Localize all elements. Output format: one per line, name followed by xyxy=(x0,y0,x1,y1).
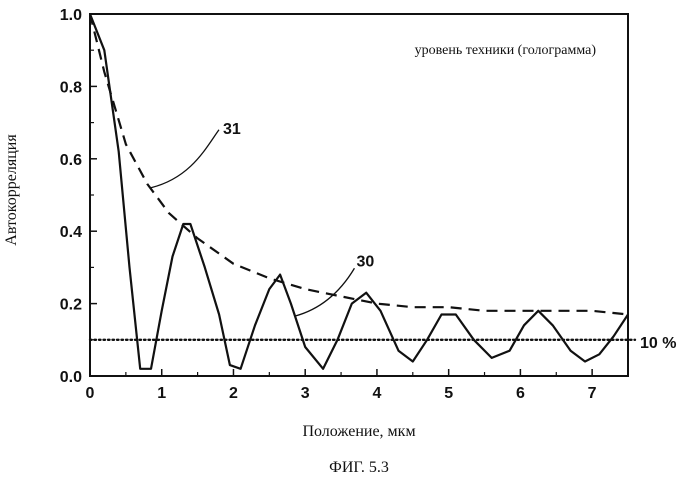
y-tick-label: 0.2 xyxy=(60,297,82,314)
leader-31 xyxy=(151,130,219,188)
series-label-31: 31 xyxy=(223,121,241,138)
x-tick-label: 5 xyxy=(444,385,453,402)
legend-text: уровень техники (голограмма) xyxy=(415,43,597,58)
x-tick-label: 0 xyxy=(86,385,95,402)
y-tick-label: 0.6 xyxy=(60,152,82,169)
x-tick-label: 2 xyxy=(229,385,238,402)
x-tick-label: 6 xyxy=(516,385,525,402)
y-tick-label: 0.0 xyxy=(60,369,82,386)
x-axis-label: Положение, мкм xyxy=(302,423,415,440)
x-tick-label: 1 xyxy=(157,385,166,402)
leader-30 xyxy=(294,268,354,316)
series-label-30: 30 xyxy=(356,253,374,270)
x-tick-label: 3 xyxy=(301,385,310,402)
threshold-label: 10 % xyxy=(640,335,676,352)
x-tick-label: 4 xyxy=(372,385,381,402)
y-tick-label: 1.0 xyxy=(60,7,82,24)
figure-caption: ФИГ. 5.3 xyxy=(329,459,389,476)
y-axis-label: Автокорреляция xyxy=(3,134,20,246)
series-line-30 xyxy=(90,14,628,369)
plot-frame xyxy=(90,14,628,376)
y-tick-label: 0.8 xyxy=(60,79,82,96)
y-tick-label: 0.4 xyxy=(60,224,82,241)
x-tick-label: 7 xyxy=(588,385,597,402)
